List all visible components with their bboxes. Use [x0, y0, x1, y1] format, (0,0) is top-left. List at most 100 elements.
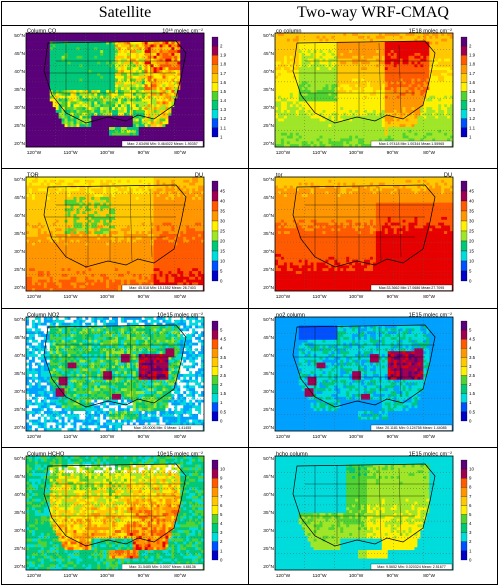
- field-cell: [280, 55, 285, 59]
- field-cell: [109, 135, 113, 139]
- field-cell: [295, 121, 300, 125]
- field-cell: [141, 129, 145, 134]
- field-cell: [399, 101, 403, 105]
- field-cell: [37, 90, 42, 94]
- field-cell: [286, 124, 291, 128]
- field-cell: [79, 78, 83, 82]
- field-cell: [375, 107, 380, 111]
- field-cell: [405, 98, 409, 102]
- field-cell: [103, 121, 107, 125]
- field-cell: [153, 132, 157, 136]
- field-cell: [26, 127, 30, 131]
- field-cell: [283, 78, 288, 82]
- field-cell: [129, 78, 134, 82]
- field-cell: [307, 58, 311, 62]
- field-cell: [198, 64, 202, 68]
- field-cell: [286, 44, 291, 48]
- colorbar-mod-co: 21.91.81.71.61.51.41.31.21.11: [460, 36, 476, 139]
- field-cell: [156, 38, 160, 42]
- field-cell: [129, 44, 134, 48]
- field-cell: [64, 98, 68, 102]
- field-cell: [109, 177, 113, 181]
- field-cell: [91, 87, 95, 91]
- field-cell: [135, 70, 140, 74]
- field-cell: [343, 144, 347, 148]
- field-cell: [396, 129, 400, 134]
- field-cell: [153, 121, 157, 125]
- field-cell: [88, 129, 92, 134]
- field-cell: [444, 33, 448, 37]
- field-cell: [408, 38, 412, 42]
- field-cell: [192, 70, 196, 74]
- field-cell: [85, 101, 89, 105]
- field-cell: [64, 72, 68, 77]
- field-cell: [195, 55, 199, 59]
- field-cell: [106, 52, 110, 57]
- field-cell: [390, 84, 394, 88]
- field-cell: [61, 118, 65, 122]
- field-cell: [64, 90, 68, 94]
- field-cell: [26, 55, 30, 59]
- field-cell: [40, 70, 45, 74]
- field-cell: [432, 41, 436, 45]
- field-cell: [177, 58, 181, 62]
- field-cell: [150, 92, 154, 96]
- field-cell: [364, 67, 368, 71]
- field-cell: [381, 55, 386, 59]
- field-cell: [408, 50, 412, 54]
- field-cell: [316, 52, 320, 57]
- field-cell: [40, 87, 45, 91]
- field-cell: [43, 50, 48, 54]
- field-cell: [372, 87, 377, 91]
- field-cell: [55, 107, 59, 111]
- field-cell: [340, 115, 344, 119]
- field-cell: [189, 78, 193, 82]
- field-cell: [85, 132, 89, 136]
- field-cell: [46, 58, 51, 62]
- field-cell: [180, 112, 184, 116]
- field-cell: [358, 138, 362, 142]
- field-cell: [70, 144, 74, 148]
- field-cell: [195, 47, 199, 51]
- field-cell: [94, 50, 98, 54]
- field-cell: [141, 78, 145, 82]
- field-cell: [198, 112, 202, 116]
- field-cell: [316, 50, 320, 54]
- field-cell: [337, 61, 341, 65]
- field-cell: [325, 64, 329, 68]
- field-cell: [100, 109, 104, 114]
- field-cell: [52, 121, 56, 125]
- field-cell: [286, 41, 291, 45]
- field-cell: [34, 47, 39, 51]
- field-cell: [201, 135, 205, 139]
- field-cell: [322, 118, 326, 122]
- field-cell: [37, 107, 42, 111]
- field-cell: [399, 121, 403, 125]
- field-cell: [358, 78, 362, 82]
- field-cell: [310, 101, 314, 105]
- field-cell: [301, 135, 305, 139]
- field-cell: [432, 90, 436, 94]
- field-cell: [55, 44, 59, 48]
- field-cell: [165, 109, 169, 114]
- field-cell: [286, 92, 291, 96]
- field-cell: [295, 92, 300, 96]
- field-cell: [366, 67, 371, 71]
- field-cell: [91, 67, 95, 71]
- field-cell: [325, 127, 329, 131]
- field-cell: [372, 67, 377, 71]
- field-cell: [126, 55, 131, 59]
- field-cell: [301, 124, 305, 128]
- field-cell: [423, 78, 427, 82]
- field-cell: [396, 75, 400, 79]
- field-cell: [103, 64, 107, 68]
- colorbar-swatch: [211, 127, 219, 138]
- field-cell: [369, 41, 374, 45]
- field-cell: [393, 98, 397, 102]
- field-cell: [319, 138, 323, 142]
- field-cell: [129, 84, 134, 88]
- lon-tick-label: 80°W: [174, 150, 186, 156]
- field-cell: [73, 104, 77, 108]
- field-cell: [322, 78, 326, 82]
- field-cell: [52, 64, 56, 68]
